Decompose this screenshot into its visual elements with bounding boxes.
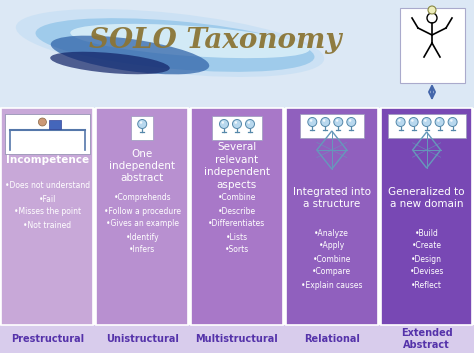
Circle shape	[219, 120, 228, 128]
Circle shape	[321, 118, 330, 126]
Text: Relational: Relational	[304, 334, 360, 344]
Text: •Misses the point: •Misses the point	[14, 208, 81, 216]
Text: •Lists: •Lists	[226, 233, 248, 241]
Text: SOLO Taxonomy: SOLO Taxonomy	[89, 28, 341, 54]
Ellipse shape	[51, 36, 209, 74]
Circle shape	[221, 121, 224, 124]
Circle shape	[334, 118, 343, 126]
Circle shape	[310, 119, 312, 122]
Circle shape	[138, 120, 146, 128]
FancyBboxPatch shape	[286, 108, 378, 325]
Text: •Devises: •Devises	[410, 268, 444, 276]
Circle shape	[247, 121, 250, 124]
FancyBboxPatch shape	[1, 108, 93, 325]
Circle shape	[422, 118, 431, 126]
FancyBboxPatch shape	[388, 114, 465, 138]
Circle shape	[233, 120, 241, 128]
Text: Incompetence: Incompetence	[6, 155, 89, 165]
FancyBboxPatch shape	[212, 116, 262, 140]
FancyBboxPatch shape	[191, 108, 283, 325]
Ellipse shape	[70, 24, 310, 58]
FancyBboxPatch shape	[400, 8, 465, 83]
Text: Several
relevant
independent
aspects: Several relevant independent aspects	[204, 142, 270, 190]
FancyBboxPatch shape	[0, 325, 474, 353]
Text: •Explain causes: •Explain causes	[301, 281, 363, 289]
FancyBboxPatch shape	[300, 114, 364, 138]
Circle shape	[235, 121, 237, 124]
Circle shape	[323, 119, 325, 122]
Text: •Comprehends: •Comprehends	[113, 193, 171, 203]
Circle shape	[38, 118, 46, 126]
Text: Prestructural: Prestructural	[11, 334, 84, 344]
Circle shape	[349, 119, 351, 122]
Circle shape	[424, 119, 427, 122]
FancyBboxPatch shape	[0, 0, 474, 108]
Text: Extended
Abstract: Extended Abstract	[401, 328, 453, 350]
Circle shape	[246, 120, 255, 128]
Text: •Differentiates: •Differentiates	[209, 220, 265, 228]
Ellipse shape	[36, 18, 314, 72]
Text: •Reflect: •Reflect	[411, 281, 442, 289]
Text: Multistructural: Multistructural	[196, 334, 278, 344]
Circle shape	[398, 119, 401, 122]
Text: •Gives an example: •Gives an example	[106, 220, 179, 228]
Circle shape	[396, 118, 405, 126]
Circle shape	[409, 118, 418, 126]
Text: •Does not understand: •Does not understand	[5, 181, 90, 191]
Text: One
independent
abstract: One independent abstract	[109, 149, 175, 184]
Text: •Follow a procedure: •Follow a procedure	[104, 207, 181, 215]
Text: •Describe: •Describe	[218, 207, 256, 215]
Circle shape	[450, 119, 453, 122]
Text: Generalized to
a new domain: Generalized to a new domain	[388, 187, 465, 209]
Text: •Create: •Create	[411, 241, 442, 251]
FancyBboxPatch shape	[5, 114, 90, 154]
Text: Unistructural: Unistructural	[106, 334, 179, 344]
Text: •Sorts: •Sorts	[225, 245, 249, 255]
Text: •Design: •Design	[411, 255, 442, 263]
Circle shape	[140, 121, 142, 124]
Ellipse shape	[50, 52, 170, 74]
Circle shape	[428, 6, 436, 14]
Circle shape	[308, 118, 317, 126]
FancyBboxPatch shape	[381, 108, 473, 325]
Text: •Build: •Build	[415, 228, 438, 238]
Text: •Analyze: •Analyze	[314, 228, 349, 238]
FancyBboxPatch shape	[49, 120, 62, 129]
Text: •Compare: •Compare	[312, 268, 351, 276]
Circle shape	[435, 118, 444, 126]
Ellipse shape	[16, 9, 324, 77]
Circle shape	[336, 119, 338, 122]
Text: Integrated into
a structure: Integrated into a structure	[293, 187, 371, 209]
Text: •Combine: •Combine	[218, 193, 256, 203]
Text: •Infers: •Infers	[129, 245, 155, 255]
Text: •Not trained: •Not trained	[23, 221, 72, 229]
FancyBboxPatch shape	[96, 108, 188, 325]
Circle shape	[448, 118, 457, 126]
Circle shape	[411, 119, 414, 122]
Text: •Fail: •Fail	[39, 195, 56, 203]
Text: •Combine: •Combine	[313, 255, 351, 263]
FancyBboxPatch shape	[131, 116, 153, 140]
Circle shape	[437, 119, 440, 122]
Text: •Apply: •Apply	[319, 241, 345, 251]
Text: •Identify: •Identify	[126, 233, 159, 241]
Circle shape	[347, 118, 356, 126]
